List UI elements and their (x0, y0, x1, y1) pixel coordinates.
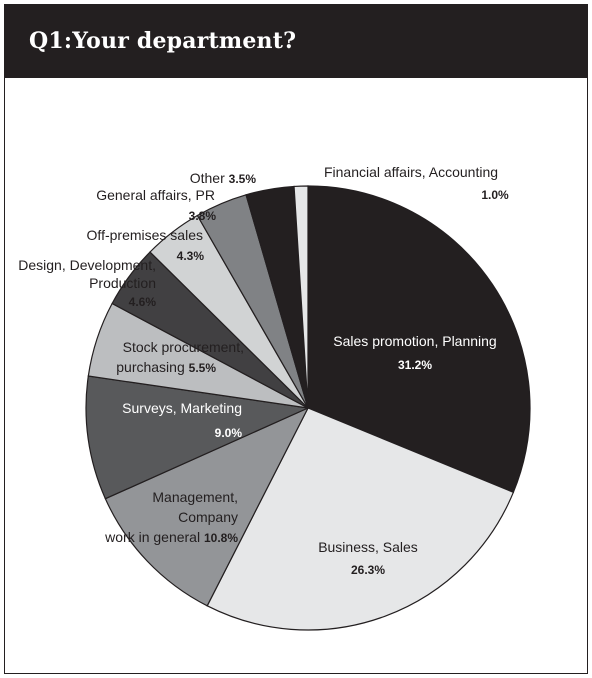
slice-label: purchasing 5.5% (116, 359, 216, 375)
slice-label: General affairs, PR (96, 187, 215, 203)
slice-value-label: 10.8% (204, 531, 238, 545)
slice-value-label: 4.6% (129, 295, 157, 309)
slice-label: Sales promotion, Planning (333, 333, 496, 349)
pie-slice (104, 406, 310, 607)
slice-label: Surveys, Marketing (122, 400, 242, 416)
slice-value-label: 1.0% (481, 188, 509, 202)
slice-label: Design, Development, (18, 257, 156, 273)
slice-value-label: 3.8% (189, 209, 217, 223)
slice-label: Production (89, 275, 156, 291)
slice-label: Company (178, 509, 238, 525)
slice-label: Management, (152, 489, 238, 505)
slice-value-label: 5.5% (189, 361, 217, 375)
pie-slice (307, 185, 531, 494)
slice-label: Stock procurement, (123, 339, 244, 355)
pie-slice (293, 185, 309, 409)
slice-label: Off-premises sales (87, 227, 203, 243)
slice-value-label: 9.0% (215, 426, 243, 440)
pie-slice (85, 375, 311, 500)
slice-value-label: 4.3% (177, 249, 205, 263)
chart-title: Q1:Your department? (5, 5, 587, 78)
slice-value-label: 26.3% (351, 563, 385, 577)
slice-label: work in general 10.8% (104, 529, 238, 545)
slice-label: Other 3.5% (190, 170, 257, 186)
slice-label: Business, Sales (318, 539, 418, 555)
pie-slice (206, 407, 515, 631)
slice-label: Financial affairs, Accounting (324, 164, 498, 180)
slice-value-label: 3.5% (229, 172, 257, 186)
slice-value-label: 31.2% (398, 358, 432, 372)
